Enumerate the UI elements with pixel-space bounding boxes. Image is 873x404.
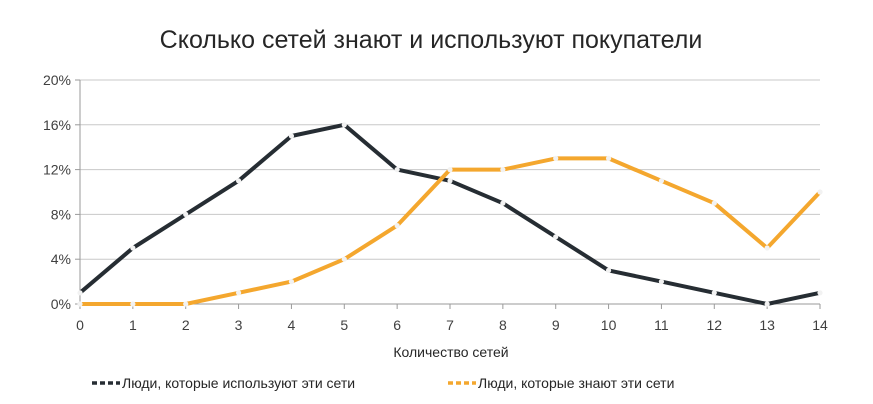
x-axis-label: Количество сетей: [393, 344, 508, 360]
data-point: [341, 256, 347, 262]
legend: Люди, которые используют эти сети Люди, …: [92, 375, 674, 391]
legend-item-known: Люди, которые знают эти сети: [448, 375, 674, 391]
data-point: [394, 223, 400, 229]
data-point: [658, 279, 665, 285]
data-point: [394, 167, 400, 173]
data-point: [341, 122, 347, 128]
data-point: [183, 211, 189, 217]
data-point: [130, 245, 136, 251]
data-point: [500, 167, 506, 173]
x-tick-label: 0: [76, 317, 84, 333]
y-tick-label: 4%: [51, 251, 71, 267]
y-tick-label: 0%: [51, 296, 71, 312]
data-point: [658, 178, 665, 184]
data-point: [183, 301, 189, 307]
x-tick-label: 8: [499, 317, 507, 333]
x-tick-label: 2: [182, 317, 190, 333]
x-tick-label: 14: [812, 317, 828, 333]
y-tick-label: 12%: [43, 162, 71, 178]
x-tick-label: 7: [446, 317, 454, 333]
legend-item-used: Люди, которые используют эти сети: [92, 375, 355, 391]
data-point: [130, 301, 136, 307]
x-tick-label: 11: [654, 317, 669, 333]
data-point: [447, 178, 453, 184]
x-tick-label: 13: [759, 317, 775, 333]
data-point: [447, 167, 453, 173]
series-0: [77, 122, 823, 307]
x-tick-labels: 0 1 2 3 4 5 6 7 8 9 10 11 12 13 14: [76, 317, 828, 333]
series-layer: [77, 122, 823, 307]
data-point: [764, 301, 770, 307]
data-point: [605, 267, 612, 273]
data-point: [288, 279, 295, 285]
x-tick-label: 1: [129, 317, 137, 333]
x-tick-label: 5: [340, 317, 348, 333]
grid-layer: [75, 79, 821, 309]
data-point: [235, 178, 242, 184]
y-tick-label: 8%: [51, 206, 71, 222]
x-tick-label: 10: [601, 317, 617, 333]
legend-label-known: Люди, которые знают эти сети: [478, 375, 674, 391]
data-point: [235, 290, 242, 296]
data-point: [817, 290, 823, 296]
x-tick-label: 6: [393, 317, 401, 333]
data-point: [500, 200, 506, 206]
y-tick-labels: 0% 4% 8% 12% 16% 20%: [43, 72, 71, 312]
data-point: [77, 301, 83, 307]
data-point: [817, 189, 823, 195]
series-1: [77, 155, 823, 307]
x-tick-label: 9: [552, 317, 560, 333]
data-point: [553, 234, 559, 240]
x-tick-label: 12: [706, 317, 722, 333]
data-point: [764, 245, 770, 251]
y-tick-label: 20%: [43, 72, 71, 88]
chart-title: Сколько сетей знают и используют покупат…: [160, 26, 703, 54]
data-point: [711, 290, 717, 296]
data-point: [288, 133, 295, 139]
data-point: [77, 290, 83, 296]
data-point: [553, 155, 559, 161]
x-tick-label: 4: [288, 317, 296, 333]
legend-label-used: Люди, которые используют эти сети: [122, 375, 355, 391]
x-tick-label: 3: [235, 317, 243, 333]
y-tick-label: 16%: [43, 117, 71, 133]
data-point: [605, 155, 612, 161]
data-point: [711, 200, 717, 206]
